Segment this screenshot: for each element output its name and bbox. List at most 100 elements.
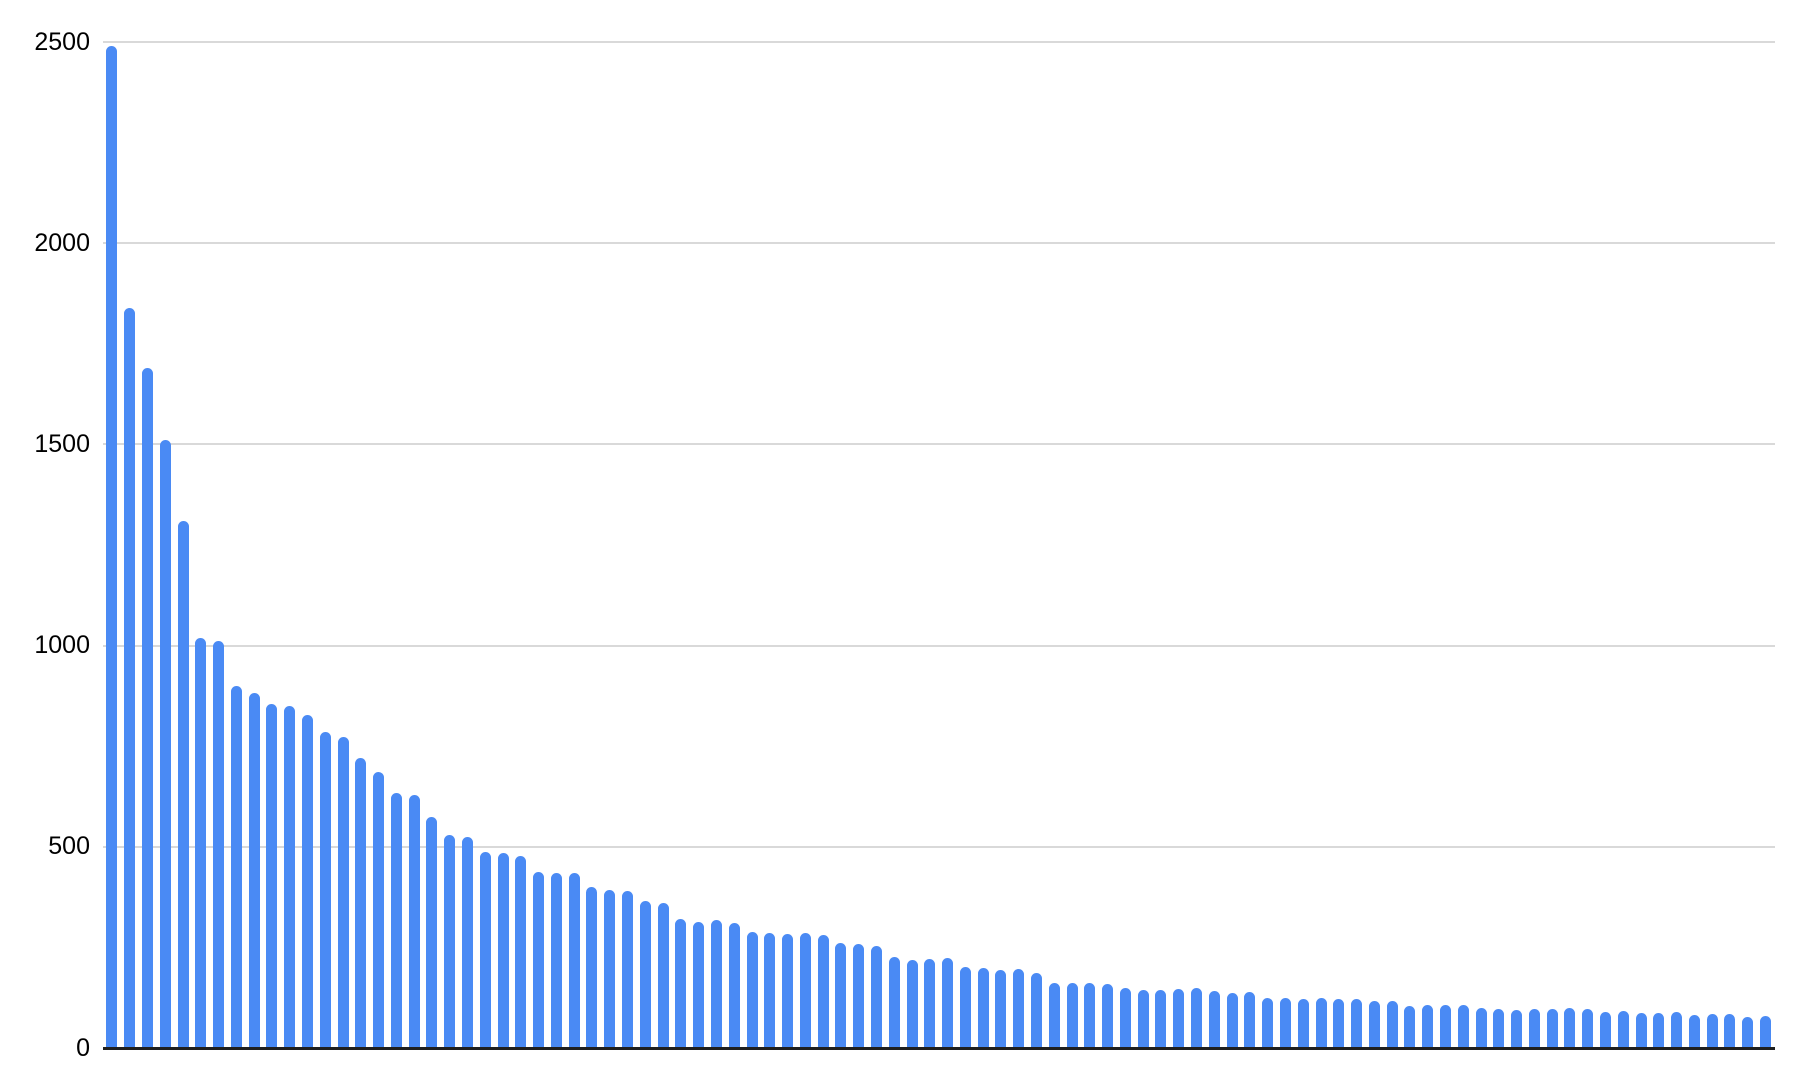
- bar-10[interactable]: [266, 703, 278, 1048]
- bar-7[interactable]: [213, 640, 225, 1048]
- bar-75[interactable]: [1422, 1005, 1434, 1048]
- bar-series: [103, 42, 1775, 1048]
- bar-35[interactable]: [710, 920, 722, 1048]
- bar-67[interactable]: [1279, 998, 1291, 1048]
- bar-52[interactable]: [1013, 969, 1025, 1048]
- bar-31[interactable]: [639, 901, 651, 1048]
- bar-68[interactable]: [1297, 998, 1309, 1048]
- bar-33[interactable]: [675, 919, 687, 1048]
- bar-82[interactable]: [1546, 1008, 1558, 1048]
- bar-89[interactable]: [1671, 1012, 1683, 1048]
- bar-74[interactable]: [1404, 1006, 1416, 1048]
- bar-61[interactable]: [1173, 989, 1185, 1048]
- bar-53[interactable]: [1031, 973, 1043, 1048]
- bar-3[interactable]: [141, 367, 153, 1048]
- bar-84[interactable]: [1582, 1008, 1594, 1048]
- bar-44[interactable]: [870, 946, 882, 1048]
- bar-45[interactable]: [888, 957, 900, 1048]
- bar-79[interactable]: [1493, 1008, 1505, 1048]
- bar-54[interactable]: [1048, 982, 1060, 1048]
- bar-66[interactable]: [1262, 998, 1274, 1048]
- bar-90[interactable]: [1688, 1015, 1700, 1048]
- bar-1[interactable]: [106, 46, 118, 1048]
- bar-63[interactable]: [1208, 990, 1220, 1048]
- bar-32[interactable]: [657, 903, 669, 1048]
- bar-25[interactable]: [533, 872, 545, 1048]
- bar-58[interactable]: [1119, 988, 1131, 1048]
- bar-8[interactable]: [230, 685, 242, 1048]
- bar-12[interactable]: [301, 714, 313, 1048]
- bar-13[interactable]: [319, 732, 331, 1048]
- bar-71[interactable]: [1351, 998, 1363, 1048]
- bar-slot: [1614, 42, 1632, 1048]
- bar-19[interactable]: [426, 817, 438, 1048]
- bar-59[interactable]: [1137, 990, 1149, 1048]
- bar-21[interactable]: [462, 836, 474, 1048]
- bar-50[interactable]: [977, 967, 989, 1048]
- bar-93[interactable]: [1742, 1016, 1754, 1048]
- bar-9[interactable]: [248, 693, 260, 1048]
- bar-47[interactable]: [924, 959, 936, 1048]
- bar-80[interactable]: [1511, 1010, 1523, 1048]
- bar-70[interactable]: [1333, 998, 1345, 1048]
- bar-24[interactable]: [515, 856, 527, 1048]
- bar-92[interactable]: [1724, 1014, 1736, 1048]
- bar-28[interactable]: [586, 887, 598, 1048]
- bar-76[interactable]: [1439, 1004, 1451, 1048]
- bar-22[interactable]: [479, 852, 491, 1048]
- bar-36[interactable]: [728, 922, 740, 1048]
- bar-slot: [1739, 42, 1757, 1048]
- bar-83[interactable]: [1564, 1008, 1576, 1048]
- bar-57[interactable]: [1102, 984, 1114, 1048]
- bar-51[interactable]: [995, 969, 1007, 1048]
- bar-43[interactable]: [853, 944, 865, 1048]
- bar-18[interactable]: [408, 794, 420, 1048]
- bar-5[interactable]: [177, 520, 189, 1048]
- bar-85[interactable]: [1600, 1012, 1612, 1048]
- bar-29[interactable]: [604, 889, 616, 1048]
- bar-48[interactable]: [942, 958, 954, 1048]
- bar-39[interactable]: [782, 934, 794, 1048]
- bar-46[interactable]: [906, 959, 918, 1048]
- bar-34[interactable]: [693, 922, 705, 1048]
- bar-87[interactable]: [1635, 1013, 1647, 1048]
- y-axis-tick-label: 0: [76, 1033, 90, 1062]
- bar-2[interactable]: [124, 307, 136, 1048]
- bar-20[interactable]: [444, 834, 456, 1048]
- bar-88[interactable]: [1653, 1013, 1665, 1048]
- bar-42[interactable]: [835, 942, 847, 1048]
- bar-55[interactable]: [1066, 982, 1078, 1048]
- bar-81[interactable]: [1528, 1008, 1540, 1048]
- bar-49[interactable]: [959, 967, 971, 1048]
- gridline: [103, 845, 1775, 848]
- bar-4[interactable]: [159, 440, 171, 1048]
- bar-17[interactable]: [390, 792, 402, 1048]
- bar-38[interactable]: [764, 932, 776, 1048]
- bar-73[interactable]: [1386, 1000, 1398, 1048]
- bar-64[interactable]: [1226, 992, 1238, 1048]
- bar-15[interactable]: [355, 757, 367, 1048]
- bar-41[interactable]: [817, 934, 829, 1048]
- bar-62[interactable]: [1191, 988, 1203, 1048]
- bar-69[interactable]: [1315, 998, 1327, 1048]
- bar-23[interactable]: [497, 852, 509, 1048]
- bar-86[interactable]: [1617, 1011, 1629, 1048]
- bar-78[interactable]: [1475, 1008, 1487, 1048]
- bar-37[interactable]: [746, 932, 758, 1048]
- bar-16[interactable]: [373, 771, 385, 1048]
- bar-27[interactable]: [568, 873, 580, 1048]
- bar-60[interactable]: [1155, 990, 1167, 1048]
- bar-77[interactable]: [1457, 1005, 1469, 1048]
- bar-11[interactable]: [284, 705, 296, 1048]
- bar-72[interactable]: [1368, 1000, 1380, 1048]
- bar-65[interactable]: [1244, 992, 1256, 1048]
- bar-30[interactable]: [622, 891, 634, 1048]
- bar-91[interactable]: [1706, 1013, 1718, 1048]
- bar-56[interactable]: [1084, 983, 1096, 1048]
- bar-26[interactable]: [550, 872, 562, 1048]
- bar-94[interactable]: [1760, 1015, 1772, 1048]
- bar-slot: [1632, 42, 1650, 1048]
- bar-14[interactable]: [337, 736, 349, 1048]
- bar-40[interactable]: [799, 933, 811, 1048]
- bar-6[interactable]: [195, 637, 207, 1048]
